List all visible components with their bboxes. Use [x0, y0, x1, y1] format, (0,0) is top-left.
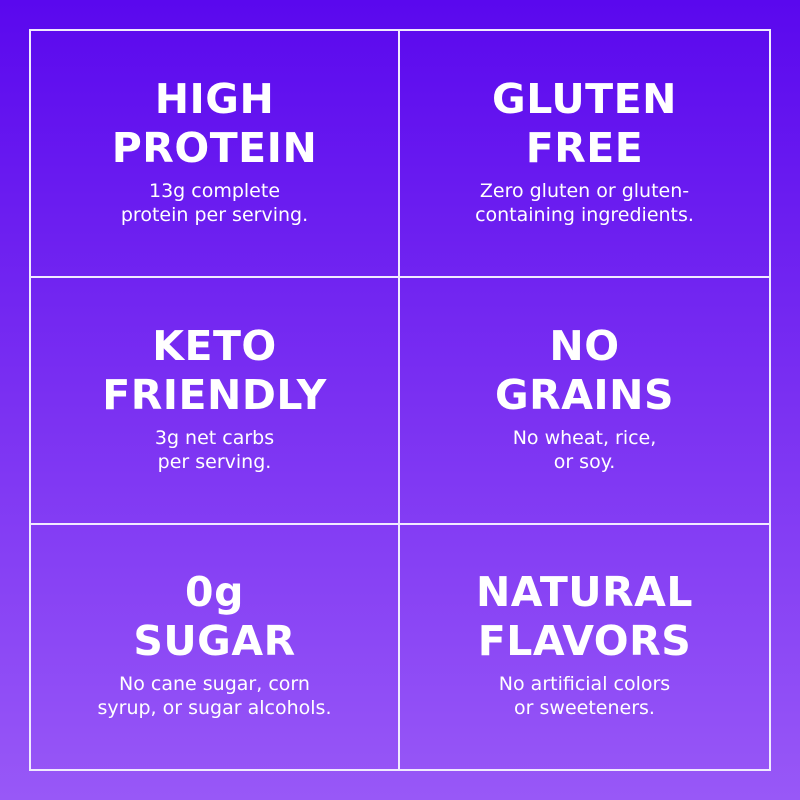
feature-title: 0g SUGAR: [133, 568, 295, 666]
desc-line: No artificial colors: [498, 673, 671, 695]
feature-title: NO GRAINS: [495, 322, 674, 420]
desc-line: No cane sugar, corn: [119, 673, 310, 695]
title-line: NATURAL: [475, 568, 694, 616]
title-line: HIGH: [154, 74, 275, 123]
feature-description: 13g complete protein per serving.: [121, 179, 308, 227]
desc-line: Zero gluten or gluten-: [479, 179, 690, 202]
feature-title: KETO FRIENDLY: [102, 322, 327, 420]
title-line: 0g: [185, 568, 244, 616]
title-line: PROTEIN: [111, 123, 318, 172]
desc-line: or sweeteners.: [514, 697, 655, 719]
title-line: FREE: [525, 123, 644, 172]
desc-line: syrup, or sugar alcohols.: [97, 697, 332, 719]
feature-title: NATURAL FLAVORS: [476, 568, 693, 666]
desc-line: or soy.: [553, 450, 616, 473]
feature-description: Zero gluten or gluten-containing ingredi…: [475, 179, 694, 227]
feature-grid: HIGH PROTEIN 13g complete protein per serv…: [29, 29, 771, 771]
feature-natural-flavors: NATURAL FLAVORS No artificial colors or sw…: [400, 525, 769, 769]
feature-description: No wheat, rice, or soy.: [513, 426, 657, 474]
desc-line: 13g complete: [148, 179, 281, 202]
feature-description: No cane sugar, corn syrup, or sugar alcoh…: [98, 672, 332, 720]
title-line: GRAINS: [494, 370, 675, 419]
feature-keto-friendly: KETO FRIENDLY 3g net carbs per serving.: [31, 278, 400, 525]
title-line: FLAVORS: [477, 617, 692, 665]
feature-no-grains: NO GRAINS No wheat, rice, or soy.: [400, 278, 769, 525]
feature-title: GLUTEN FREE: [492, 75, 677, 173]
feature-gluten-free: GLUTEN FREE Zero gluten or gluten-contain…: [400, 31, 769, 278]
desc-line: per serving.: [157, 450, 272, 473]
title-line: FRIENDLY: [102, 370, 327, 419]
feature-zero-sugar: 0g SUGAR No cane sugar, corn syrup, or sug…: [31, 525, 400, 769]
title-line: KETO: [152, 321, 277, 370]
desc-line: No wheat, rice,: [512, 426, 657, 449]
title-line: SUGAR: [133, 617, 296, 665]
feature-description: 3g net carbs per serving.: [155, 426, 274, 474]
desc-line: 3g net carbs: [154, 426, 275, 449]
title-line: GLUTEN: [492, 74, 677, 123]
feature-description: No artificial colors or sweeteners.: [499, 672, 670, 720]
desc-line: protein per serving.: [120, 203, 309, 226]
feature-title: HIGH PROTEIN: [112, 75, 318, 173]
desc-line: containing ingredients.: [475, 203, 694, 226]
feature-high-protein: HIGH PROTEIN 13g complete protein per serv…: [31, 31, 400, 278]
title-line: NO: [549, 321, 620, 370]
